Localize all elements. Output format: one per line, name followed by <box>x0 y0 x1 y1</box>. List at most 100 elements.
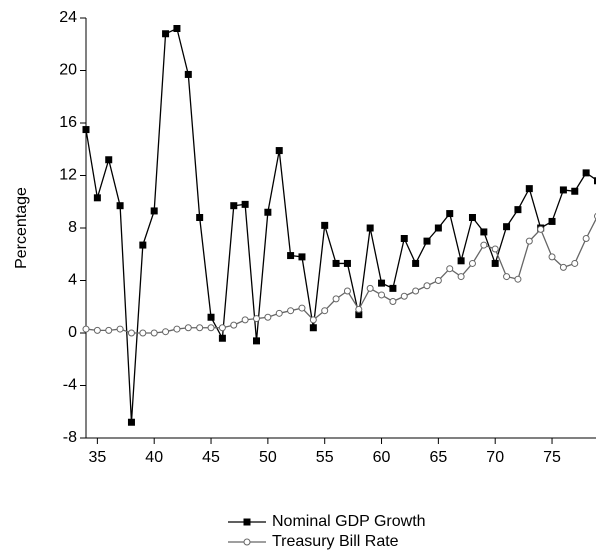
point <box>241 200 249 208</box>
point <box>514 275 522 283</box>
point <box>434 224 442 232</box>
series-line <box>85 27 596 423</box>
legend-marker <box>243 538 251 546</box>
point <box>321 221 329 229</box>
point <box>253 315 260 323</box>
point <box>412 287 420 295</box>
point <box>423 237 431 245</box>
point <box>275 309 283 317</box>
point <box>423 282 431 290</box>
point <box>525 237 533 245</box>
point <box>321 307 329 315</box>
point <box>93 194 101 202</box>
point <box>162 328 170 336</box>
point <box>116 325 124 333</box>
point <box>446 210 454 218</box>
point <box>287 252 295 260</box>
point <box>162 30 170 38</box>
x-tick-label: 40 <box>145 449 163 466</box>
point <box>275 147 283 155</box>
point <box>150 329 158 337</box>
y-tick-label: 16 <box>59 114 77 131</box>
point <box>287 307 295 315</box>
point <box>173 325 181 333</box>
point <box>127 329 135 337</box>
point <box>139 241 147 249</box>
y-tick-label: 8 <box>68 219 77 236</box>
point <box>309 324 317 332</box>
point <box>309 316 317 324</box>
point <box>264 208 272 216</box>
point <box>173 25 181 32</box>
point <box>230 321 238 329</box>
point <box>491 259 499 267</box>
point <box>184 324 192 332</box>
x-tick-label: 60 <box>373 449 391 466</box>
x-tick-label: 70 <box>486 449 504 466</box>
legend-label: Nominal GDP Growth <box>272 513 426 530</box>
point <box>355 305 363 313</box>
point <box>253 337 260 345</box>
point <box>378 291 386 299</box>
y-tick-label: -4 <box>63 377 77 394</box>
y-tick-label: -8 <box>63 429 77 446</box>
point <box>116 202 124 210</box>
point <box>594 177 596 185</box>
point <box>412 259 420 267</box>
point <box>400 292 408 300</box>
y-tick-label: 0 <box>68 324 77 341</box>
point <box>150 207 158 215</box>
series-line <box>85 217 596 334</box>
y-axis-label: Percentage <box>13 187 30 269</box>
point <box>389 284 397 292</box>
point <box>343 259 351 267</box>
point <box>559 263 567 271</box>
point <box>559 186 567 194</box>
point <box>332 295 340 303</box>
x-tick-label: 35 <box>88 449 106 466</box>
point <box>434 277 442 284</box>
point <box>366 224 374 232</box>
point <box>503 273 511 281</box>
point <box>355 311 363 319</box>
point <box>139 329 147 337</box>
point <box>82 325 90 333</box>
point <box>468 259 476 267</box>
point <box>378 279 386 287</box>
point <box>446 265 454 273</box>
point <box>105 326 113 334</box>
point <box>298 253 306 261</box>
x-tick-label: 50 <box>259 449 277 466</box>
point <box>332 259 340 267</box>
point <box>241 316 249 324</box>
point <box>480 241 488 249</box>
point <box>582 169 590 177</box>
point <box>400 235 408 242</box>
point <box>480 228 488 236</box>
point <box>218 324 226 332</box>
point <box>298 304 306 312</box>
legend-marker <box>243 518 251 526</box>
y-tick-label: 20 <box>59 62 77 79</box>
point <box>571 259 579 267</box>
point <box>389 298 397 305</box>
point <box>503 223 511 231</box>
point <box>366 284 374 292</box>
x-tick-label: 55 <box>316 449 334 466</box>
point <box>548 217 556 225</box>
x-tick-label: 75 <box>543 449 561 466</box>
point <box>93 326 101 334</box>
y-tick-label: 24 <box>59 9 77 26</box>
point <box>457 273 465 281</box>
point <box>127 418 135 426</box>
y-tick-label: 4 <box>68 272 77 289</box>
point <box>548 253 556 261</box>
point <box>105 156 113 164</box>
point <box>82 126 90 134</box>
point <box>457 257 465 265</box>
x-tick-label: 65 <box>429 449 447 466</box>
point <box>230 202 238 210</box>
point <box>468 214 476 221</box>
point <box>207 324 215 332</box>
point <box>264 313 272 321</box>
